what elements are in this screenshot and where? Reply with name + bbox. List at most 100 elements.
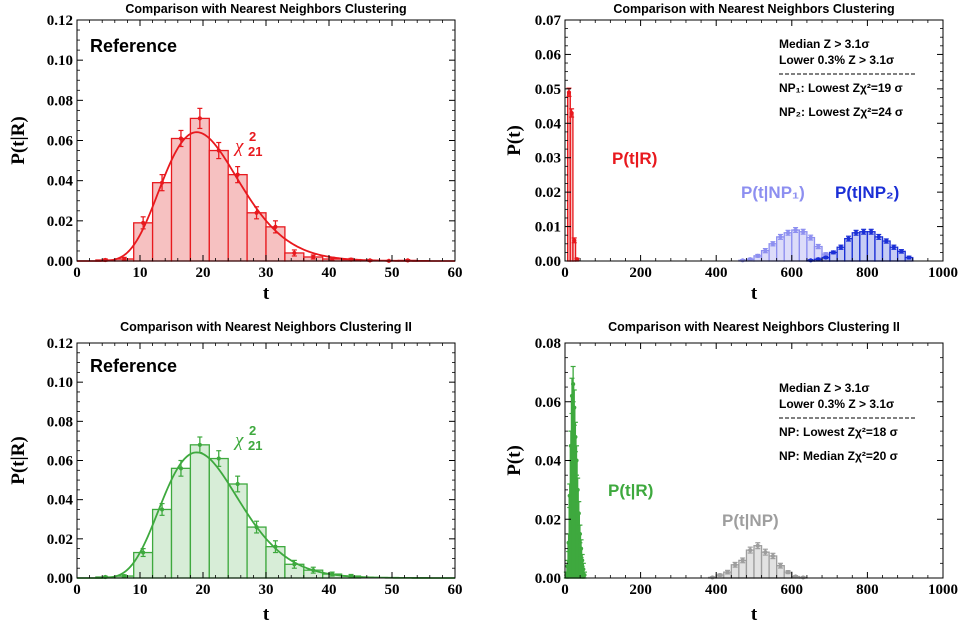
series-label: P(t|R) [608,481,653,500]
data-point [816,244,821,249]
y-tick-label: 0.08 [535,336,561,352]
y-tick-label: 0.00 [535,571,561,587]
y-tick-label: 0.05 [535,82,561,98]
histogram-bar [776,236,785,262]
legend-line: NP: Median Zχ²=20 σ [779,449,898,463]
panel-bl: Comparison with Nearest Neighbors Cluste… [8,320,463,625]
chi2-label-sub: 21 [248,438,262,453]
x-tick-label: 400 [705,582,728,598]
data-point [717,572,723,578]
x-tick-label: 50 [385,582,400,598]
data-point [292,250,297,256]
panel-tr: Comparison with Nearest Neighbors Cluste… [504,2,958,304]
data-point [793,227,798,233]
y-tick-label: 0.06 [535,395,562,411]
series-label: P(t|NP) [722,511,779,530]
data-point [710,575,715,580]
data-point [571,382,576,387]
histogram-bar [760,551,770,579]
data-point [808,258,813,263]
data-point [785,230,791,235]
data-point [823,255,828,260]
data-point [740,258,745,263]
data-point [159,507,165,512]
series-0 [95,107,418,263]
legend-line: Median Z > 3.1σ [779,381,870,395]
y-tick-label: 0.02 [47,214,73,230]
y-tick-label: 0.06 [47,454,74,470]
data-point [235,172,240,177]
histogram-bar [791,229,801,262]
data-point [141,220,146,225]
x-tick-label: 800 [856,265,879,281]
legend-line: NP₂: Lowest Zχ²=24 σ [779,105,903,119]
data-point [574,257,580,262]
series-0 [563,365,587,579]
data-point [577,531,583,537]
data-point [122,573,127,579]
y-tick-label: 0.00 [535,254,561,270]
x-tick-label: 20 [196,265,211,281]
y-tick-label: 0.06 [47,134,74,150]
y-tick-label: 0.06 [535,47,562,63]
histogram-bar [569,112,574,262]
data-point [575,487,580,492]
data-point [876,234,881,239]
x-tick-label: 30 [259,265,274,281]
y-axis-label: P(t|R) [8,116,29,165]
y-tick-label: 0.03 [535,151,561,167]
y-tick-label: 0.12 [47,336,73,352]
x-tick-label: 400 [705,265,728,281]
y-tick-label: 0.04 [47,493,74,509]
y-tick-label: 0.01 [535,220,561,236]
y-tick-label: 0.04 [47,174,74,190]
x-tick-label: 0 [73,265,81,281]
data-point [785,570,791,575]
histogram-bar [874,236,884,262]
series-label: P(t|NP₂) [835,183,899,202]
histogram-bar [170,137,192,262]
y-tick-label: 0.04 [535,116,562,132]
y-tick-label: 0.08 [47,414,73,430]
data-point [808,235,813,240]
data-point [725,570,730,575]
chart-title: Comparison with Nearest Neighbors Cluste… [125,2,406,16]
chi2-label-sup: 2 [249,423,256,438]
x-tick-label: 60 [448,582,463,598]
chi2-label: χ [233,136,244,157]
data-point [141,550,146,555]
histogram-bar [798,231,808,262]
x-axis-label: t [751,283,758,304]
x-tick-label: 60 [448,265,463,281]
data-point [581,567,586,572]
data-point [861,229,866,234]
reference-label: Reference [90,36,177,56]
data-point [580,558,585,563]
x-axis-label: t [263,283,270,304]
series-2 [806,228,914,263]
data-point [569,110,574,116]
chi2-label-sup: 2 [249,129,256,144]
chart-title: Comparison with Nearest Neighbors Cluste… [120,320,412,334]
y-tick-label: 0.00 [47,254,73,270]
histogram-bar [745,549,755,579]
y-axis-label: P(t) [504,445,525,476]
data-point [178,136,184,141]
legend-line: Lower 0.3% Z > 3.1σ [779,53,894,67]
data-point [572,405,577,410]
y-tick-label: 0.07 [535,13,562,29]
legend-line: NP: Lowest Zχ²=18 σ [779,425,898,439]
histogram-bar [151,182,173,262]
chi2-label-sub: 21 [248,144,262,159]
data-point [778,234,783,239]
reference-label: Reference [90,356,177,376]
data-point [254,210,259,215]
data-point [566,90,572,95]
histogram-bar [189,117,210,262]
data-point [770,553,776,559]
data-point [816,257,821,262]
y-tick-label: 0.10 [47,375,73,391]
y-tick-label: 0.00 [47,571,73,587]
histogram-bar [881,240,891,262]
x-tick-label: 10 [133,265,148,281]
